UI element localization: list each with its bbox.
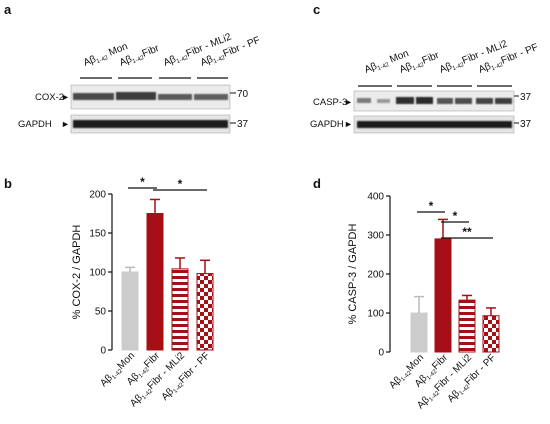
bar <box>196 273 214 351</box>
blot-c-casp3-bands <box>357 97 512 104</box>
panel-label-c: c <box>313 2 320 17</box>
panel-label-d: d <box>313 176 321 191</box>
y-tick-label: 50 <box>95 307 107 318</box>
western-blot-c: Aβ1-42 Mon Aβ1-42Fibr Aβ1-42Fibr - MLi2 … <box>310 38 540 134</box>
arrow-right-icon: ► <box>61 119 70 129</box>
y-tick-label: 150 <box>89 229 106 240</box>
blot-c-lane-labels: Aβ1-42 Mon Aβ1-42Fibr Aβ1-42Fibr - MLi2 … <box>358 38 540 87</box>
bar <box>121 271 139 351</box>
y-tick-label: 100 <box>89 268 106 279</box>
bar <box>171 268 189 351</box>
blot-a-row-label-cox2: COX-2 <box>35 92 64 103</box>
blot-a-lane-labels: Aβ1-42 Mon Aβ1-42Fibr Aβ1-42Fibr - MLi2 … <box>80 31 262 79</box>
blot-c-row-label-gapdh: GAPDH <box>310 119 344 130</box>
bar <box>458 299 476 353</box>
bar <box>434 238 452 353</box>
blot-a-cox2-bands <box>73 92 228 100</box>
western-blot-a: Aβ1-42 Mon Aβ1-42Fibr Aβ1-42Fibr - MLi2 … <box>18 31 262 134</box>
bar <box>410 312 428 353</box>
blot-a-row-label-gapdh: GAPDH <box>18 119 52 130</box>
y-tick-label: 0 <box>100 346 106 357</box>
bar <box>146 213 164 351</box>
blot-a-marker-70: 70 <box>237 89 249 100</box>
panel-label-b: b <box>4 176 12 191</box>
y-tick-label: 300 <box>367 231 384 242</box>
y-tick-label: 200 <box>367 270 384 281</box>
significance-label: * <box>178 177 183 191</box>
y-tick-label: 200 <box>89 190 106 201</box>
panel-label-a: a <box>4 2 12 17</box>
significance-label: * <box>140 175 145 189</box>
y-tick-label: 400 <box>367 192 384 203</box>
blot-c-row-label-casp3: CASP-3 <box>313 97 347 108</box>
y-axis-label: % COX-2 / GAPDH <box>71 225 83 320</box>
blot-c-marker-37-gapdh: 37 <box>520 119 532 130</box>
arrow-right-icon: ► <box>61 92 70 102</box>
y-tick-label: 0 <box>378 348 384 359</box>
arrow-right-icon: ► <box>344 97 353 107</box>
arrow-right-icon: ► <box>344 119 353 129</box>
blot-c-gapdh-bands <box>357 121 512 128</box>
y-tick-label: 100 <box>367 309 384 320</box>
blot-a-marker-37: 37 <box>237 119 249 130</box>
y-axis-label: % CASP-3 / GAPDH <box>347 224 359 325</box>
significance-label: * <box>453 209 458 223</box>
blot-a-gapdh-bands <box>73 120 228 128</box>
blot-c-casp3-membrane <box>353 90 515 112</box>
significance-label: * <box>429 199 434 213</box>
significance-label: ** <box>462 225 472 239</box>
bar <box>482 315 500 353</box>
blot-c-marker-37-casp3: 37 <box>520 92 532 103</box>
